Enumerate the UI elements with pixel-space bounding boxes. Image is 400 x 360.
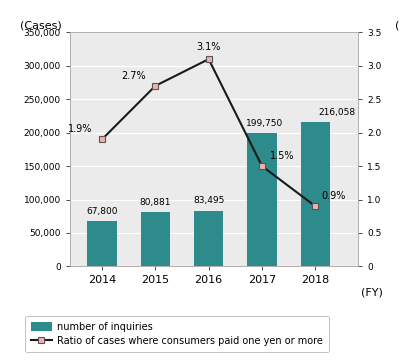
Bar [141,212,170,266]
Text: 2.7%: 2.7% [121,71,146,81]
Text: 80,881: 80,881 [140,198,171,207]
Text: (%): (%) [396,20,400,30]
Text: 1.5%: 1.5% [270,151,294,161]
Text: 0.9%: 0.9% [322,191,346,201]
Text: 1.9%: 1.9% [68,124,92,134]
Bar [301,122,330,266]
Bar [247,133,277,266]
Text: 199,750: 199,750 [246,118,283,127]
Bar [194,211,223,266]
Text: 83,495: 83,495 [193,196,224,205]
Text: (Cases): (Cases) [20,20,61,30]
Text: 67,800: 67,800 [86,207,118,216]
Text: (FY): (FY) [361,287,383,297]
Bar [87,221,117,266]
Text: 216,058: 216,058 [318,108,355,117]
Text: 3.1%: 3.1% [196,42,221,53]
Legend: number of inquiries, Ratio of cases where consumers paid one yen or more: number of inquiries, Ratio of cases wher… [25,316,329,351]
